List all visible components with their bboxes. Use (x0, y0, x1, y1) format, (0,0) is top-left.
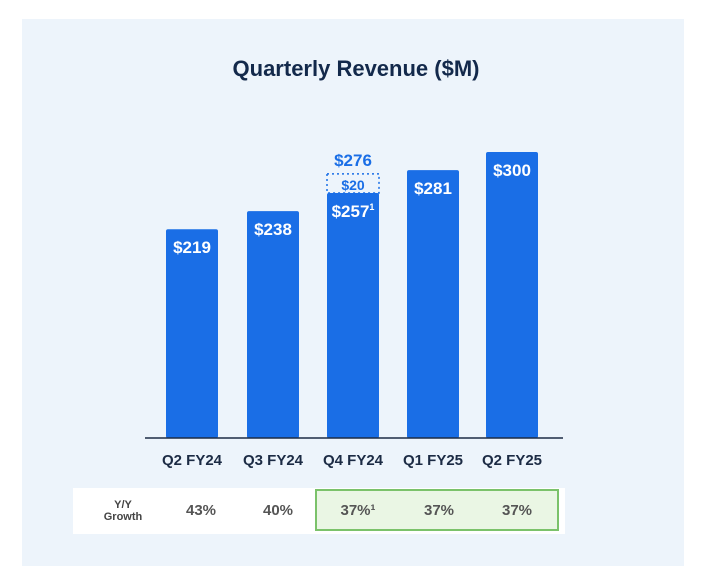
x-tick-label: Q3 FY24 (243, 452, 304, 469)
x-tick-label: Q2 FY25 (482, 452, 542, 469)
adjusted-total-label: $276 (334, 151, 372, 170)
bar-q2-fy25 (486, 152, 538, 438)
growth-highlight-box (315, 489, 559, 531)
growth-value-q4fy24: 37%¹ (340, 502, 376, 519)
adjustment-segment (326, 173, 380, 194)
growth-value-q2fy24: 43% (185, 502, 217, 519)
bar-value-label: $300 (493, 161, 531, 180)
x-tick-label: Q2 FY24 (162, 452, 223, 469)
bar-q1-fy25 (407, 170, 459, 438)
bar-q3-fy24 (247, 211, 299, 438)
bar-value-label: $2571 (332, 202, 375, 221)
growth-label-line2: Growth (103, 511, 143, 523)
growth-row: Y/Y Growth 43% 40% 37%¹ 37% 37% (73, 488, 565, 534)
growth-value-q3fy24: 40% (262, 502, 294, 519)
bar-q4-fy24 (327, 192, 379, 438)
growth-value-q2fy25: 37% (501, 502, 533, 519)
bar-q2-fy24 (166, 229, 218, 438)
bar-value-label: $219 (173, 238, 211, 257)
growth-value-q1fy25: 37% (423, 502, 455, 519)
x-tick-label: Q4 FY24 (323, 452, 384, 469)
x-tick-label: Q1 FY25 (403, 452, 463, 469)
growth-label-line1: Y/Y (114, 499, 132, 511)
growth-label: Y/Y Growth (93, 499, 153, 523)
adjustment-label: $20 (341, 177, 365, 193)
bar-value-label: $281 (414, 179, 452, 198)
chart-title: Quarterly Revenue ($M) (232, 56, 480, 81)
bar-value-label: $238 (254, 220, 292, 239)
